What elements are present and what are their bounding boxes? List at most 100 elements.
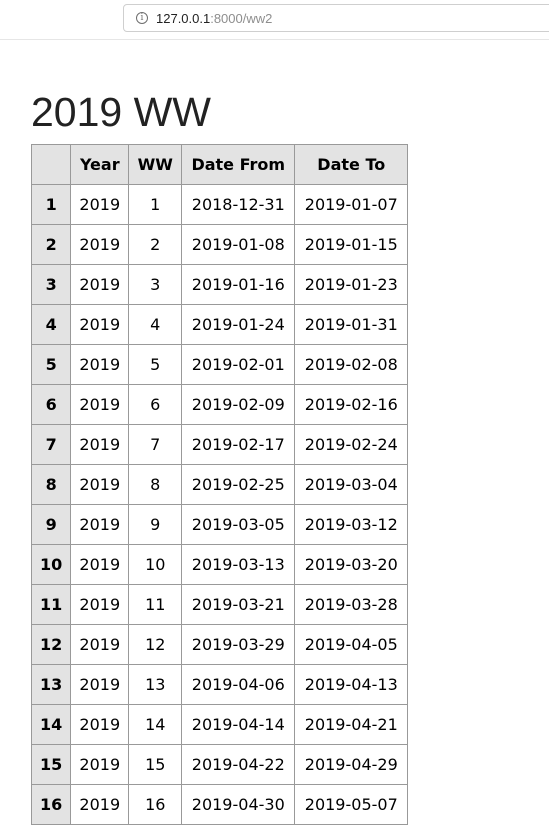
date-from-cell: 2019-04-06: [181, 664, 296, 705]
row-index-cell: 7: [30, 424, 72, 465]
year-cell: 2019: [70, 304, 130, 345]
date-from-cell: 2019-03-21: [181, 584, 296, 625]
date-to-cell: 2019-02-16: [294, 384, 409, 425]
header-ww: WW: [128, 144, 183, 185]
table-row: 16 2019 16 2019-04-30 2019-05-07: [30, 784, 409, 825]
ww-cell: 11: [128, 584, 183, 625]
ww-cell: 2: [128, 224, 183, 265]
table-row: 15 2019 15 2019-04-22 2019-04-29: [30, 744, 409, 785]
info-icon[interactable]: i: [136, 12, 148, 24]
row-index-cell: 6: [30, 384, 72, 425]
year-cell: 2019: [70, 464, 130, 505]
ww-cell: 7: [128, 424, 183, 465]
header-index: [30, 144, 72, 185]
year-cell: 2019: [70, 224, 130, 265]
date-from-cell: 2018-12-31: [181, 184, 296, 225]
row-index-cell: 5: [30, 344, 72, 385]
date-from-cell: 2019-03-13: [181, 544, 296, 585]
year-cell: 2019: [70, 784, 130, 825]
row-index-cell: 2: [30, 224, 72, 265]
table-row: 6 2019 6 2019-02-09 2019-02-16: [30, 384, 409, 425]
date-to-cell: 2019-02-08: [294, 344, 409, 385]
year-cell: 2019: [70, 424, 130, 465]
ww-cell: 15: [128, 744, 183, 785]
table-row: 1 2019 1 2018-12-31 2019-01-07: [30, 184, 409, 225]
table-row: 3 2019 3 2019-01-16 2019-01-23: [30, 264, 409, 305]
page-title: 2019 WW: [31, 89, 211, 135]
year-cell: 2019: [70, 584, 130, 625]
year-cell: 2019: [70, 664, 130, 705]
table-row: 12 2019 12 2019-03-29 2019-04-05: [30, 624, 409, 665]
ww-cell: 16: [128, 784, 183, 825]
ww-cell: 13: [128, 664, 183, 705]
date-from-cell: 2019-01-24: [181, 304, 296, 345]
header-date-to: Date To: [294, 144, 409, 185]
date-to-cell: 2019-03-04: [294, 464, 409, 505]
row-index-cell: 10: [30, 544, 72, 585]
ww-cell: 1: [128, 184, 183, 225]
table-row: 9 2019 9 2019-03-05 2019-03-12: [30, 504, 409, 545]
year-cell: 2019: [70, 384, 130, 425]
table-header-row: Year WW Date From Date To: [30, 144, 409, 185]
date-to-cell: 2019-04-13: [294, 664, 409, 705]
date-from-cell: 2019-02-25: [181, 464, 296, 505]
row-index-cell: 8: [30, 464, 72, 505]
ww-cell: 3: [128, 264, 183, 305]
ww-cell: 9: [128, 504, 183, 545]
date-to-cell: 2019-01-15: [294, 224, 409, 265]
year-cell: 2019: [70, 544, 130, 585]
date-to-cell: 2019-05-07: [294, 784, 409, 825]
url-text[interactable]: 127.0.0.1:8000/ww2: [156, 10, 272, 27]
row-index-cell: 13: [30, 664, 72, 705]
table-row: 10 2019 10 2019-03-13 2019-03-20: [30, 544, 409, 585]
ww-cell: 14: [128, 704, 183, 745]
date-from-cell: 2019-02-09: [181, 384, 296, 425]
table-row: 7 2019 7 2019-02-17 2019-02-24: [30, 424, 409, 465]
row-index-cell: 9: [30, 504, 72, 545]
date-from-cell: 2019-01-08: [181, 224, 296, 265]
row-index-cell: 1: [30, 184, 72, 225]
row-index-cell: 15: [30, 744, 72, 785]
date-from-cell: 2019-02-01: [181, 344, 296, 385]
date-from-cell: 2019-01-16: [181, 264, 296, 305]
table-row: 11 2019 11 2019-03-21 2019-03-28: [30, 584, 409, 625]
date-to-cell: 2019-02-24: [294, 424, 409, 465]
date-to-cell: 2019-01-23: [294, 264, 409, 305]
year-cell: 2019: [70, 184, 130, 225]
date-to-cell: 2019-03-20: [294, 544, 409, 585]
header-year: Year: [70, 144, 130, 185]
table-row: 13 2019 13 2019-04-06 2019-04-13: [30, 664, 409, 705]
table-body: 1 2019 1 2018-12-31 2019-01-07 2 2019 2 2019-01-…: [30, 184, 409, 825]
date-from-cell: 2019-04-30: [181, 784, 296, 825]
date-to-cell: 2019-03-12: [294, 504, 409, 545]
year-cell: 2019: [70, 504, 130, 545]
date-to-cell: 2019-04-21: [294, 704, 409, 745]
year-cell: 2019: [70, 344, 130, 385]
year-cell: 2019: [70, 624, 130, 665]
row-index-cell: 3: [30, 264, 72, 305]
date-to-cell: 2019-03-28: [294, 584, 409, 625]
address-bar[interactable]: i 127.0.0.1:8000/ww2: [123, 4, 549, 32]
row-index-cell: 14: [30, 704, 72, 745]
date-from-cell: 2019-02-17: [181, 424, 296, 465]
url-host: 127.0.0.1: [156, 11, 211, 26]
work-week-table: Year WW Date From Date To 1 2019 1 2018-12-…: [30, 144, 409, 825]
date-to-cell: 2019-04-05: [294, 624, 409, 665]
table-row: 2 2019 2 2019-01-08 2019-01-15: [30, 224, 409, 265]
row-index-cell: 12: [30, 624, 72, 665]
table-row: 8 2019 8 2019-02-25 2019-03-04: [30, 464, 409, 505]
row-index-cell: 11: [30, 584, 72, 625]
date-from-cell: 2019-03-29: [181, 624, 296, 665]
year-cell: 2019: [70, 704, 130, 745]
table-row: 4 2019 4 2019-01-24 2019-01-31: [30, 304, 409, 345]
year-cell: 2019: [70, 264, 130, 305]
ww-cell: 8: [128, 464, 183, 505]
ww-cell: 5: [128, 344, 183, 385]
header-date-from: Date From: [181, 144, 296, 185]
date-to-cell: 2019-04-29: [294, 744, 409, 785]
ww-cell: 12: [128, 624, 183, 665]
table-row: 14 2019 14 2019-04-14 2019-04-21: [30, 704, 409, 745]
date-from-cell: 2019-04-14: [181, 704, 296, 745]
date-from-cell: 2019-03-05: [181, 504, 296, 545]
row-index-cell: 4: [30, 304, 72, 345]
